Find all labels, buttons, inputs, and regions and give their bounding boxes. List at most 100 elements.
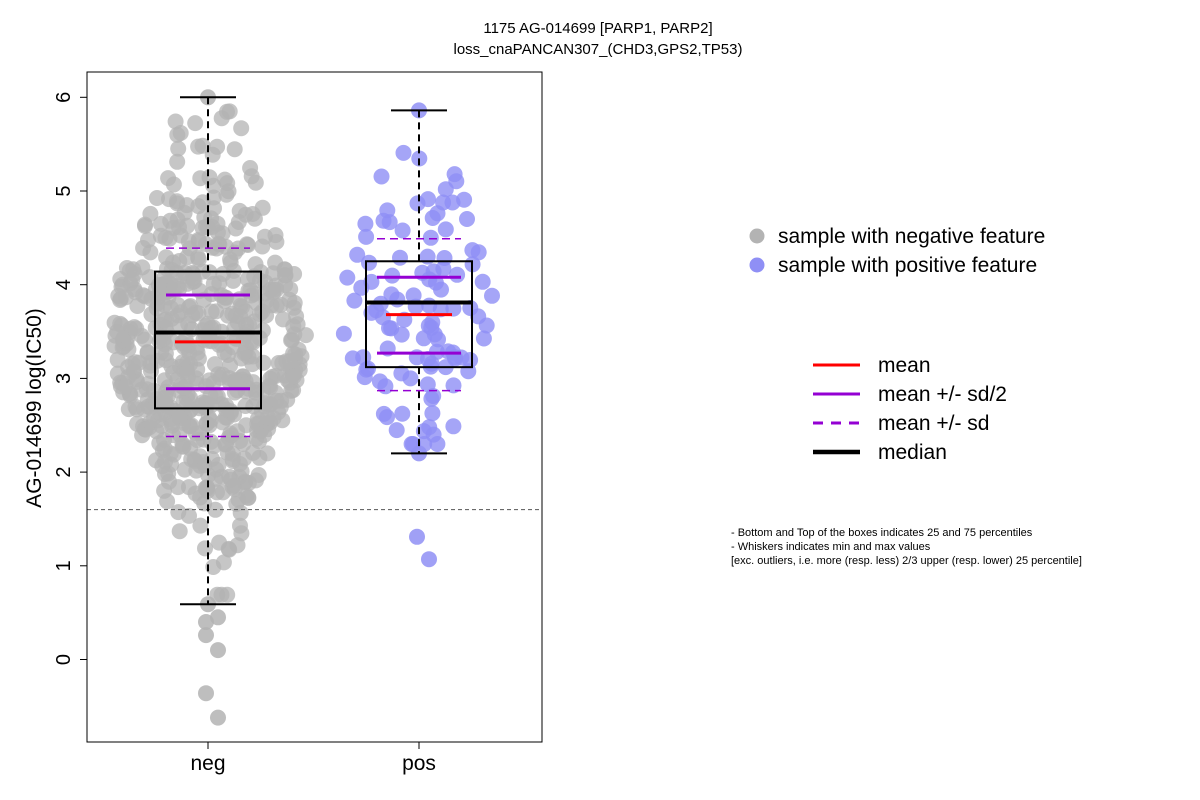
sample-point (464, 242, 481, 259)
sample-point (445, 418, 462, 435)
sample-point (394, 405, 411, 422)
plot-frame (86, 71, 543, 743)
sample-point (339, 269, 356, 286)
sample-point (169, 153, 186, 170)
sample-point (437, 181, 454, 198)
sample-point (245, 334, 262, 351)
sample-point (209, 215, 226, 232)
legend-label: mean +/- sd (878, 412, 989, 435)
sample-point (375, 405, 392, 422)
sample-point (157, 389, 174, 406)
sample-point (240, 489, 257, 506)
sample-point (120, 401, 137, 418)
sample-point (200, 409, 217, 425)
y-tick-label: 0 (53, 654, 75, 665)
box-plots (87, 96, 542, 606)
sample-point (241, 316, 257, 333)
sample-point (405, 287, 422, 304)
outlier-point (409, 528, 425, 545)
sample-point (224, 453, 241, 469)
y-tick-label: 5 (53, 185, 75, 196)
sample-point (227, 307, 244, 324)
sample-point (190, 251, 207, 268)
sample-point (449, 266, 466, 283)
sample-point (142, 205, 159, 222)
sample-point (192, 517, 209, 534)
sample-point (375, 309, 391, 326)
sample-point (179, 363, 196, 380)
sample-point (409, 195, 426, 212)
sample-point (197, 540, 213, 557)
sample-point (136, 401, 153, 418)
sample-point (170, 504, 187, 521)
sample-point (167, 113, 184, 130)
sample-point (209, 138, 226, 155)
legend-label: sample with negative feature (778, 225, 1045, 248)
sample-point (233, 120, 250, 137)
sample-point (425, 388, 442, 404)
y-tick-label: 2 (53, 467, 75, 478)
legend-label: sample with positive feature (778, 254, 1037, 277)
sample-point (286, 326, 303, 343)
sample-point (246, 285, 263, 302)
outlier-point (198, 627, 214, 644)
point-legend: sample with negative feature sample with … (749, 225, 1045, 277)
sample-point (288, 308, 305, 325)
sample-point (153, 344, 170, 361)
sample-point (171, 523, 188, 540)
sample-point (281, 353, 298, 370)
chart-subtitle: loss_cnaPANCAN307_(CHD3,GPS2,TP53) (453, 41, 742, 58)
sample-point (226, 141, 243, 158)
sample-point (149, 190, 165, 206)
sample-point (275, 311, 291, 328)
sample-point (229, 537, 246, 554)
sample-point (392, 249, 408, 266)
sample-point (424, 405, 441, 422)
sample-point (247, 174, 264, 191)
sample-point (194, 137, 211, 154)
y-tick-label: 1 (53, 560, 75, 571)
sample-point (156, 440, 173, 457)
chart-title: 1175 AG-014699 [PARP1, PARP2] (483, 20, 712, 37)
sample-point (358, 228, 375, 245)
sample-point (184, 307, 201, 324)
sample-point (222, 254, 239, 271)
x-tick-label: neg (190, 752, 225, 775)
sample-point (230, 214, 247, 230)
sample-point (161, 473, 177, 490)
sample-point (156, 312, 173, 329)
sample-point (421, 271, 438, 288)
sample-point (129, 298, 146, 314)
sample-point (264, 368, 281, 385)
sample-point (215, 554, 232, 571)
sample-point (259, 409, 276, 426)
sample-point (389, 291, 406, 308)
sample-point (349, 246, 366, 263)
sample-point (164, 417, 181, 434)
sample-point (188, 462, 205, 479)
sample-point (217, 238, 234, 255)
sample-point (202, 387, 219, 404)
outlier-point (210, 642, 226, 659)
sample-point (117, 378, 134, 395)
sample-point (393, 365, 410, 382)
sample-point (373, 168, 390, 185)
note-line: [exc. outliers, i.e. more (resp. less) 2… (731, 555, 1082, 567)
sample-point (474, 273, 491, 290)
y-axis-label: AG-014699 log(IC50) (23, 308, 46, 508)
sample-point (233, 350, 250, 367)
sample-point (148, 300, 165, 317)
sample-point (206, 356, 223, 373)
sample-point (169, 193, 185, 210)
sample-point (170, 140, 187, 157)
sample-point (165, 176, 182, 193)
sample-point (445, 377, 462, 394)
sample-point (446, 166, 463, 183)
sample-point (285, 368, 302, 385)
sample-point (357, 215, 374, 232)
sample-point (194, 219, 211, 236)
sample-point (383, 320, 400, 337)
sample-point (229, 423, 246, 440)
sample-point (196, 495, 213, 512)
y-tick-label: 6 (53, 92, 75, 103)
